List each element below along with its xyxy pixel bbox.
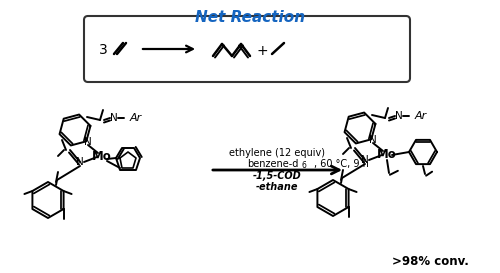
Text: Mo: Mo [92, 150, 112, 164]
Text: N: N [369, 135, 377, 145]
Text: +: + [256, 44, 268, 58]
Text: Mo: Mo [377, 149, 397, 162]
Text: -ethane: -ethane [256, 182, 298, 192]
Text: ethylene (12 equiv): ethylene (12 equiv) [229, 148, 325, 158]
Text: Net Reaction: Net Reaction [195, 10, 305, 25]
Text: , 60 °C, 9 h: , 60 °C, 9 h [314, 159, 369, 169]
Text: 6: 6 [302, 162, 306, 171]
Text: N: N [76, 157, 84, 167]
Text: benzene-d: benzene-d [248, 159, 298, 169]
FancyBboxPatch shape [84, 16, 410, 82]
Text: N: N [395, 111, 403, 121]
Text: N: N [110, 113, 118, 123]
Text: >98% conv.: >98% conv. [392, 255, 468, 268]
Text: Ar: Ar [415, 111, 427, 121]
Text: 3: 3 [98, 43, 108, 57]
Text: -1,5-COD: -1,5-COD [252, 171, 302, 181]
Text: Ar: Ar [130, 113, 142, 123]
Text: N: N [84, 137, 92, 147]
Text: N: N [361, 155, 369, 165]
